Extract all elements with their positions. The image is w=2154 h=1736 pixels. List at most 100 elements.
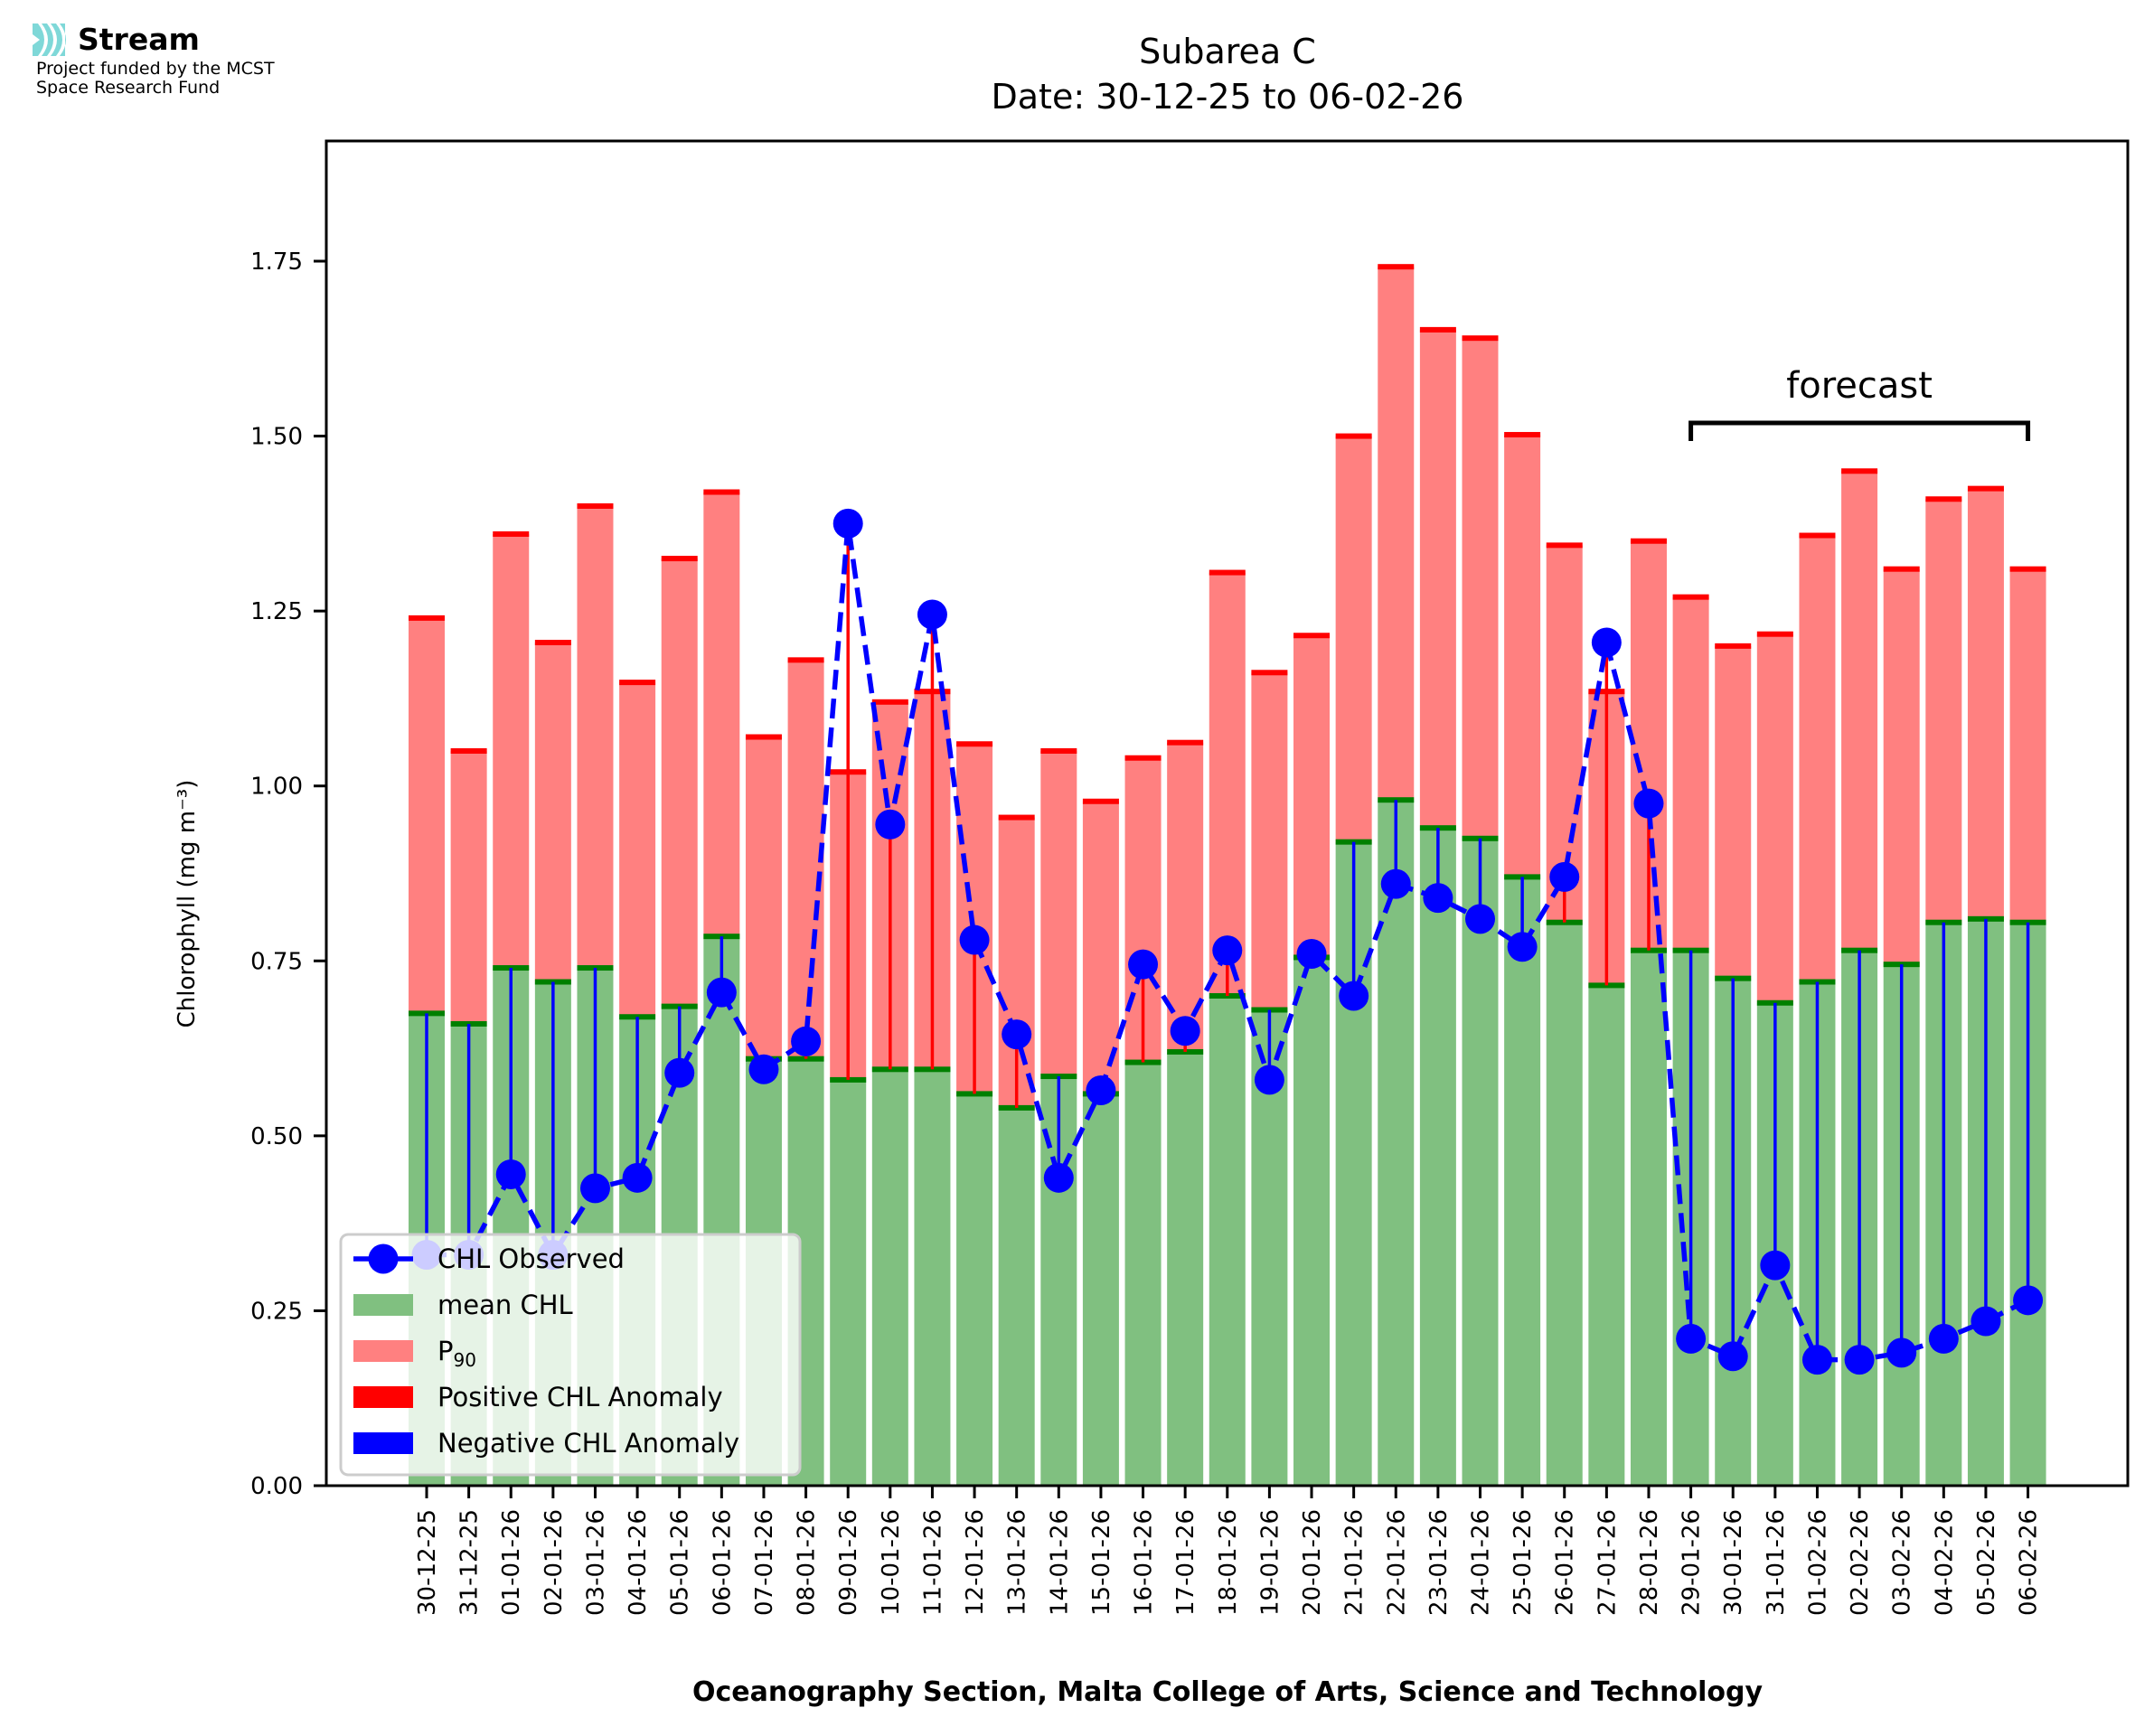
mean-bar <box>1167 1051 1204 1486</box>
legend-label: Negative CHL Anomaly <box>437 1428 739 1459</box>
x-tick-label: 29-01-26 <box>1679 1509 1706 1616</box>
x-tick-label: 28-01-26 <box>1636 1509 1663 1616</box>
p90-cap <box>1672 594 1709 600</box>
p90-bar <box>2009 568 2046 923</box>
x-tick-label: 08-01-26 <box>794 1509 821 1616</box>
observed-point <box>1844 1345 1875 1375</box>
p90-cap <box>787 657 824 663</box>
stream-wave-icon <box>33 22 74 58</box>
x-tick-label: 25-01-26 <box>1510 1509 1537 1616</box>
p90-cap <box>1124 755 1162 761</box>
p90-bar <box>409 617 445 1014</box>
x-tick-label: 10-01-26 <box>878 1509 905 1616</box>
mean-bar <box>1378 800 1415 1486</box>
observed-point <box>1928 1323 1959 1354</box>
y-tick-label: 0.50 <box>250 1123 303 1150</box>
p90-bar <box>1715 645 1752 979</box>
logo-brand: Stream <box>33 20 275 60</box>
y-tick-label: 0.75 <box>250 948 303 975</box>
p90-cap <box>1209 569 1246 576</box>
bars-layer <box>409 264 2046 1486</box>
mean-bar <box>1082 1093 1119 1486</box>
legend-marker-swatch <box>368 1243 399 1274</box>
x-tick-label: 06-01-26 <box>709 1509 736 1616</box>
forecast-bracket <box>1688 420 2031 441</box>
mean-bar <box>871 1069 908 1486</box>
mean-bar <box>914 1069 951 1486</box>
mean-bar <box>1546 922 1583 1486</box>
p90-cap <box>619 680 656 686</box>
p90-bar <box>703 492 740 937</box>
forecast-annotation: forecast <box>1688 365 2031 441</box>
p90-bar <box>577 506 614 969</box>
p90-cap <box>1335 433 1372 439</box>
legend-label: CHL Observed <box>437 1243 625 1274</box>
observed-point <box>1801 1345 1832 1375</box>
y-tick-label: 1.50 <box>250 424 303 451</box>
mean-bar <box>998 1107 1035 1486</box>
p90-cap <box>703 489 740 495</box>
x-tick-label: 13-01-26 <box>1004 1509 1031 1616</box>
p90-cap <box>2009 566 2046 572</box>
x-tick-label: 24-01-26 <box>1468 1509 1495 1616</box>
observed-point <box>917 599 947 630</box>
observed-point <box>1043 1162 1074 1193</box>
x-tick-label: 31-12-25 <box>456 1509 484 1616</box>
observed-point <box>1212 935 1243 966</box>
observed-point <box>706 977 737 1008</box>
p90-cap <box>1967 485 2004 492</box>
p90-bar <box>493 533 530 969</box>
y-tick-label: 1.25 <box>250 598 303 625</box>
x-tick-label: 20-01-26 <box>1299 1509 1326 1616</box>
p90-bar <box>745 737 782 1059</box>
p90-cap <box>1082 798 1119 804</box>
p90-bar <box>1462 338 1499 839</box>
x-tick-label: 01-02-26 <box>1804 1509 1831 1616</box>
legend-box <box>339 1233 802 1477</box>
x-tick-label: 04-02-26 <box>1931 1509 1958 1616</box>
x-tick-label: 26-01-26 <box>1552 1509 1579 1616</box>
x-tick-label: 19-01-26 <box>1256 1509 1284 1616</box>
mean-bar <box>1293 957 1331 1486</box>
p90-cap <box>1462 335 1499 342</box>
observed-line-layer <box>411 508 2044 1375</box>
x-tick-label: 02-01-26 <box>541 1509 568 1616</box>
observed-point <box>495 1159 526 1189</box>
p90-bar <box>1883 568 1920 965</box>
p90-bar <box>1672 596 1709 951</box>
legend-patch-swatch <box>353 1340 413 1362</box>
mean-bar <box>830 1079 867 1486</box>
mean-bar <box>1419 828 1456 1486</box>
y-tick-label: 0.25 <box>250 1298 303 1325</box>
observed-point <box>1254 1065 1284 1095</box>
p90-cap <box>1504 432 1541 438</box>
observed-point <box>2013 1285 2044 1316</box>
observed-point <box>1886 1337 1917 1368</box>
logo-name: Stream <box>78 22 200 57</box>
forecast-label: forecast <box>1786 365 1933 407</box>
p90-cap <box>745 734 782 740</box>
mean-bar <box>1124 1062 1162 1486</box>
legend-label: mean CHL <box>437 1290 573 1320</box>
p90-bar <box>1040 751 1077 1077</box>
observed-point <box>1717 1341 1748 1372</box>
x-tick-label: 07-01-26 <box>751 1509 778 1616</box>
stream-logo: Stream Project funded by the MCST Space … <box>33 20 275 98</box>
y-tick-label: 1.75 <box>250 249 303 276</box>
x-tick-label: 15-01-26 <box>1088 1509 1115 1616</box>
p90-cap <box>661 556 698 562</box>
p90-bar <box>534 642 571 982</box>
p90-bar <box>1209 572 1246 996</box>
x-axis-label: Oceanography Section, Malta College of A… <box>692 1676 1764 1708</box>
chart-title: Subarea C <box>1139 32 1316 71</box>
x-tick-label: 27-01-26 <box>1594 1509 1621 1616</box>
y-tick-label: 1.00 <box>250 774 303 801</box>
x-tick-label: 30-12-25 <box>414 1509 441 1616</box>
legend-label: Positive CHL Anomaly <box>437 1382 723 1412</box>
observed-point <box>1465 904 1495 934</box>
p90-bar <box>1504 435 1541 877</box>
legend-patch-swatch <box>353 1386 413 1408</box>
p90-cap <box>450 748 487 754</box>
x-tick-label: 03-01-26 <box>582 1509 609 1616</box>
